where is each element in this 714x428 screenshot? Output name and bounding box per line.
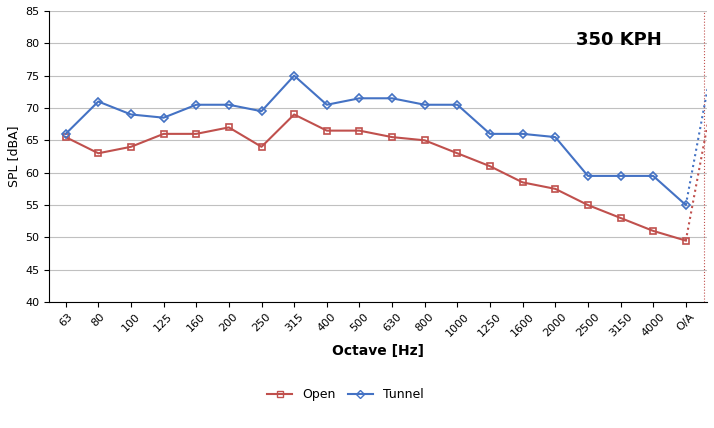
Y-axis label: SPL [dBA]: SPL [dBA] <box>7 126 20 187</box>
Legend: Open, Tunnel: Open, Tunnel <box>262 383 428 407</box>
Bar <box>710 30 714 302</box>
X-axis label: Octave [Hz]: Octave [Hz] <box>332 344 424 358</box>
Text: 350 KPH: 350 KPH <box>575 31 661 49</box>
